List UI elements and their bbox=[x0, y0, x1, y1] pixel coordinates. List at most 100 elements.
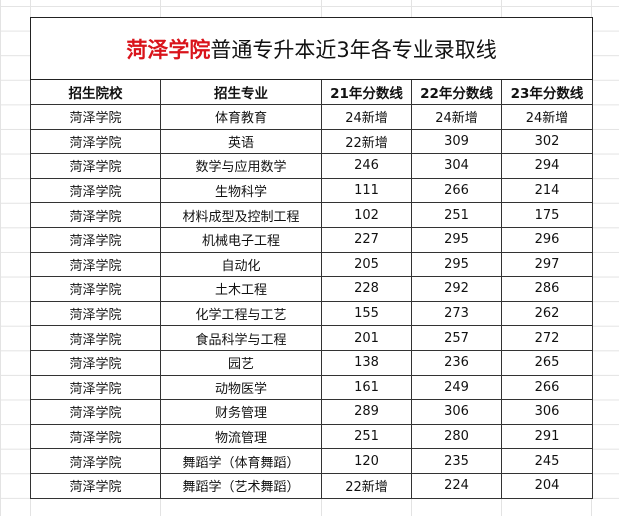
score-2021-cell[interactable]: 102 bbox=[321, 202, 412, 228]
score-2023-cell[interactable]: 286 bbox=[500, 276, 594, 302]
school-cell[interactable]: 菏泽学院 bbox=[30, 202, 161, 228]
header-cell[interactable]: 21年分数线 bbox=[321, 79, 412, 105]
header-cell[interactable]: 招生院校 bbox=[30, 79, 161, 105]
major-cell[interactable]: 数学与应用数学 bbox=[160, 153, 322, 179]
score-2023-cell[interactable]: 175 bbox=[500, 202, 594, 228]
table-body: 菏泽学院 体育教育 24新增 24新增 24新增 菏泽学院 英语 22新增 309 302 菏泽学院… bbox=[30, 104, 594, 499]
score-2021-cell[interactable]: 161 bbox=[321, 374, 412, 401]
score-2023-cell[interactable]: 266 bbox=[500, 374, 594, 401]
score-2022-cell[interactable]: 273 bbox=[411, 300, 502, 327]
score-2022-cell[interactable]: 235 bbox=[411, 448, 502, 474]
major-cell[interactable]: 食品科学与工程 bbox=[160, 325, 322, 351]
score-2021-cell[interactable]: 227 bbox=[321, 226, 412, 253]
school-cell[interactable]: 菏泽学院 bbox=[30, 374, 161, 401]
school-cell[interactable]: 菏泽学院 bbox=[30, 399, 161, 425]
score-2023-cell[interactable]: 306 bbox=[500, 399, 594, 425]
school-cell[interactable]: 菏泽学院 bbox=[30, 153, 161, 179]
school-cell[interactable]: 菏泽学院 bbox=[30, 128, 161, 155]
score-2023-cell[interactable]: 204 bbox=[500, 472, 594, 499]
header-cell[interactable]: 招生专业 bbox=[160, 79, 322, 105]
title-row: 菏泽学院普通专升本近3年各专业录取线 bbox=[29, 17, 594, 80]
score-2023-cell[interactable]: 302 bbox=[500, 128, 594, 155]
major-cell[interactable]: 舞蹈学（艺术舞蹈） bbox=[160, 472, 322, 499]
table-row: 菏泽学院 化学工程与工艺 155 273 262 bbox=[30, 300, 594, 327]
score-2021-cell[interactable]: 22新增 bbox=[321, 472, 412, 499]
score-2023-cell[interactable]: 296 bbox=[500, 226, 594, 253]
table-row: 菏泽学院 数学与应用数学 246 304 294 bbox=[30, 153, 594, 179]
major-cell[interactable]: 材料成型及控制工程 bbox=[160, 202, 322, 228]
page-title[interactable]: 菏泽学院普通专升本近3年各专业录取线 bbox=[29, 17, 594, 80]
school-cell[interactable]: 菏泽学院 bbox=[30, 276, 161, 302]
score-2022-cell[interactable]: 309 bbox=[411, 128, 502, 155]
major-cell[interactable]: 财务管理 bbox=[160, 399, 322, 425]
score-2022-cell[interactable]: 24新增 bbox=[411, 104, 502, 130]
score-2023-cell[interactable]: 294 bbox=[500, 153, 594, 179]
score-2021-cell[interactable]: 24新增 bbox=[321, 104, 412, 130]
score-2023-cell[interactable]: 272 bbox=[500, 325, 594, 351]
score-2021-cell[interactable]: 201 bbox=[321, 325, 412, 351]
school-cell[interactable]: 菏泽学院 bbox=[30, 251, 161, 278]
score-2022-cell[interactable]: 295 bbox=[411, 226, 502, 253]
score-2021-cell[interactable]: 120 bbox=[321, 448, 412, 474]
table-row: 菏泽学院 园艺 138 236 265 bbox=[30, 349, 594, 376]
school-cell[interactable]: 菏泽学院 bbox=[30, 177, 161, 204]
school-cell[interactable]: 菏泽学院 bbox=[30, 349, 161, 376]
major-cell[interactable]: 物流管理 bbox=[160, 423, 322, 450]
score-2022-cell[interactable]: 266 bbox=[411, 177, 502, 204]
score-2021-cell[interactable]: 138 bbox=[321, 349, 412, 376]
score-2022-cell[interactable]: 280 bbox=[411, 423, 502, 450]
school-cell[interactable]: 菏泽学院 bbox=[30, 448, 161, 474]
school-cell[interactable]: 菏泽学院 bbox=[30, 226, 161, 253]
score-2021-cell[interactable]: 205 bbox=[321, 251, 412, 278]
score-2022-cell[interactable]: 251 bbox=[411, 202, 502, 228]
table-row: 菏泽学院 食品科学与工程 201 257 272 bbox=[30, 325, 594, 351]
score-2022-cell[interactable]: 224 bbox=[411, 472, 502, 499]
major-cell[interactable]: 体育教育 bbox=[160, 104, 322, 130]
score-2023-cell[interactable]: 297 bbox=[500, 251, 594, 278]
table-row: 菏泽学院 舞蹈学（体育舞蹈） 120 235 245 bbox=[30, 448, 594, 474]
major-cell[interactable]: 生物科学 bbox=[160, 177, 322, 204]
score-2022-cell[interactable]: 295 bbox=[411, 251, 502, 278]
major-cell[interactable]: 园艺 bbox=[160, 349, 322, 376]
school-cell[interactable]: 菏泽学院 bbox=[30, 104, 161, 130]
score-2022-cell[interactable]: 257 bbox=[411, 325, 502, 351]
score-2021-cell[interactable]: 22新增 bbox=[321, 128, 412, 155]
score-2023-cell[interactable]: 245 bbox=[500, 448, 594, 474]
score-2021-cell[interactable]: 289 bbox=[321, 399, 412, 425]
header-cell[interactable]: 23年分数线 bbox=[500, 79, 594, 105]
score-2023-cell[interactable]: 262 bbox=[500, 300, 594, 327]
school-cell[interactable]: 菏泽学院 bbox=[30, 325, 161, 351]
major-cell[interactable]: 机械电子工程 bbox=[160, 226, 322, 253]
score-2022-cell[interactable]: 304 bbox=[411, 153, 502, 179]
school-cell[interactable]: 菏泽学院 bbox=[30, 300, 161, 327]
score-2021-cell[interactable]: 228 bbox=[321, 276, 412, 302]
score-2022-cell[interactable]: 236 bbox=[411, 349, 502, 376]
major-cell[interactable]: 舞蹈学（体育舞蹈） bbox=[160, 448, 322, 474]
header-cell[interactable]: 22年分数线 bbox=[411, 79, 502, 105]
score-2022-cell[interactable]: 292 bbox=[411, 276, 502, 302]
score-2021-cell[interactable]: 251 bbox=[321, 423, 412, 450]
score-2021-cell[interactable]: 246 bbox=[321, 153, 412, 179]
admission-score-table: 菏泽学院普通专升本近3年各专业录取线 招生院校 招生专业 21年分数线 22年分… bbox=[29, 17, 594, 499]
score-2021-cell[interactable]: 155 bbox=[321, 300, 412, 327]
major-cell[interactable]: 化学工程与工艺 bbox=[160, 300, 322, 327]
table-row: 菏泽学院 机械电子工程 227 295 296 bbox=[30, 226, 594, 253]
title-highlight: 菏泽学院 bbox=[126, 37, 211, 62]
major-cell[interactable]: 英语 bbox=[160, 128, 322, 155]
major-cell[interactable]: 土木工程 bbox=[160, 276, 322, 302]
score-2022-cell[interactable]: 306 bbox=[411, 399, 502, 425]
score-2023-cell[interactable]: 24新增 bbox=[500, 104, 594, 130]
score-2021-cell[interactable]: 111 bbox=[321, 177, 412, 204]
table-row: 菏泽学院 体育教育 24新增 24新增 24新增 bbox=[30, 104, 594, 130]
title-rest: 普通专升本近3年各专业录取线 bbox=[210, 37, 497, 62]
score-2023-cell[interactable]: 214 bbox=[500, 177, 594, 204]
major-cell[interactable]: 动物医学 bbox=[160, 374, 322, 401]
table-row: 菏泽学院 自动化 205 295 297 bbox=[30, 251, 594, 278]
table-row: 菏泽学院 生物科学 111 266 214 bbox=[30, 177, 594, 204]
major-cell[interactable]: 自动化 bbox=[160, 251, 322, 278]
school-cell[interactable]: 菏泽学院 bbox=[30, 472, 161, 499]
score-2023-cell[interactable]: 291 bbox=[500, 423, 594, 450]
school-cell[interactable]: 菏泽学院 bbox=[30, 423, 161, 450]
score-2022-cell[interactable]: 249 bbox=[411, 374, 502, 401]
score-2023-cell[interactable]: 265 bbox=[500, 349, 594, 376]
